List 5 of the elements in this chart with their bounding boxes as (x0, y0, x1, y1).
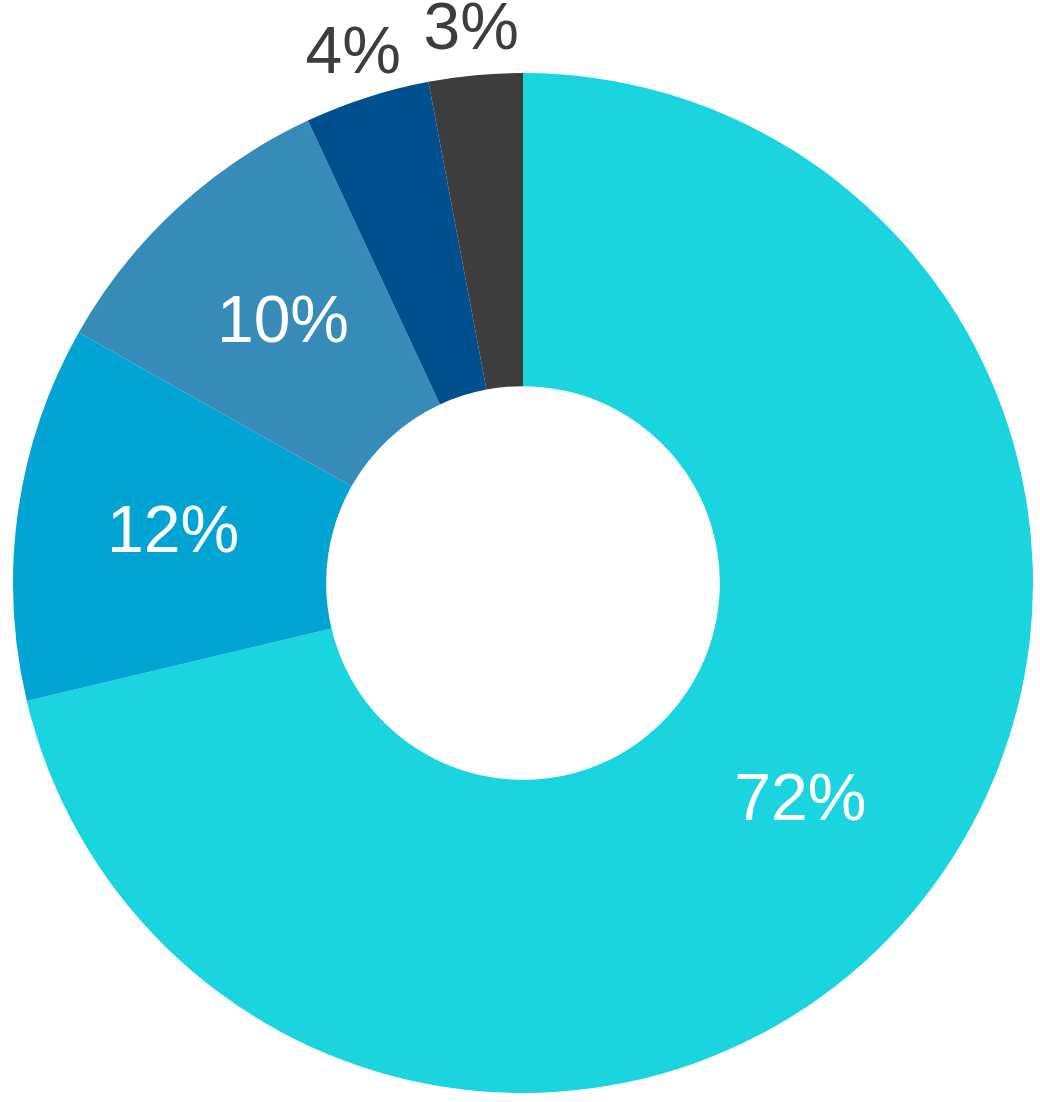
data-label: 4% (305, 12, 401, 87)
data-label: 72% (734, 760, 867, 835)
data-label: 3% (423, 0, 519, 63)
data-label: 12% (106, 491, 240, 566)
data-label: 10% (216, 281, 350, 356)
